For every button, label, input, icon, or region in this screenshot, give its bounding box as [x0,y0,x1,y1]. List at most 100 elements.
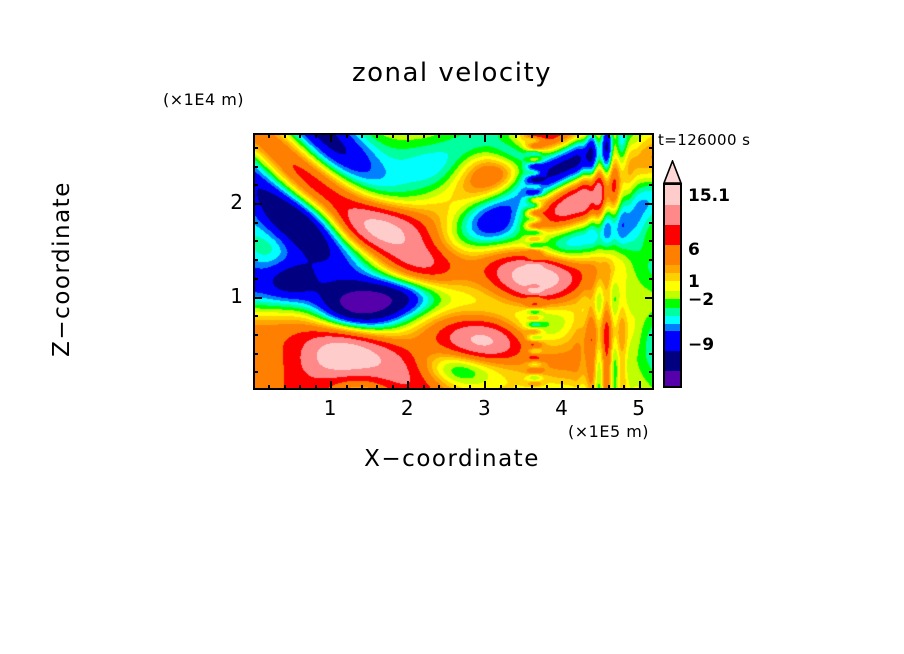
x-axis-minor-tick [453,385,456,390]
x-axis-tick-label: 3 [477,396,491,420]
y-axis-minor-tick [253,147,258,150]
y-axis-unit-label: (×1E4 m) [163,90,245,109]
y-axis-minor-tick [253,371,258,374]
x-axis-minor-tick [360,133,363,138]
x-axis-tick-label: 5 [632,396,645,420]
y-axis-major-tick [253,296,262,299]
x-axis-minor-tick [299,133,302,138]
colorbar-arrow-icon [662,160,683,184]
colorbar-band [665,265,680,273]
x-axis-unit-label: (×1E5 m) [568,422,650,441]
x-axis-minor-tick [623,385,626,390]
y-axis-minor-tick [253,315,258,318]
x-axis-minor-tick [422,385,425,390]
x-axis-minor-tick [283,385,286,390]
x-axis-minor-tick [422,133,425,138]
x-axis-minor-tick [468,133,471,138]
colorbar-tick-label: 15.1 [688,186,730,206]
x-axis-minor-tick [438,133,441,138]
x-axis-minor-tick [453,133,456,138]
x-axis-minor-tick [391,385,394,390]
y-axis-minor-tick [649,165,654,168]
x-axis-minor-tick [345,133,348,138]
colorbar-band [665,387,680,388]
colorbar-band [665,371,680,386]
y-axis-title: Z−coordinate [49,181,75,357]
x-axis-minor-tick [299,385,302,390]
colorbar-band [665,331,680,351]
x-axis-minor-tick [515,133,518,138]
x-axis-minor-tick [499,133,502,138]
y-axis-minor-tick [253,165,258,168]
x-axis-minor-tick [268,133,271,138]
y-axis-minor-tick [649,147,654,150]
x-axis-minor-tick [515,385,518,390]
x-axis-minor-tick [283,133,286,138]
y-axis-tick-label: 1 [230,283,243,308]
x-axis-title: X−coordinate [364,446,540,472]
x-axis-major-tick [330,133,333,142]
colorbar-band [665,351,680,371]
x-axis-minor-tick [623,133,626,138]
y-axis-major-tick [645,296,654,299]
x-axis-tick-label: 1 [323,396,337,420]
colorbar-band [665,273,680,281]
y-axis-minor-tick [253,240,258,243]
x-axis-minor-tick [592,133,595,138]
y-axis-minor-tick [253,352,258,355]
y-axis-minor-tick [649,221,654,224]
x-axis-major-tick [330,381,333,390]
x-axis-tick-label: 2 [400,396,414,420]
x-axis-minor-tick [546,385,549,390]
x-axis-minor-tick [576,133,579,138]
x-axis-major-tick [561,381,564,390]
x-axis-major-tick [407,381,410,390]
colorbar-tick-label: 6 [688,240,700,260]
x-axis-minor-tick [607,385,610,390]
colorbar-band [665,205,680,225]
x-axis-minor-tick [391,133,394,138]
colorbar-tick-label: 1 [688,272,700,292]
x-axis-minor-tick [546,133,549,138]
x-axis-minor-tick [499,385,502,390]
colorbar-band [665,316,680,324]
y-axis-minor-tick [649,371,654,374]
y-axis-minor-tick [253,277,258,280]
y-axis-minor-tick [253,184,258,187]
colorbar-band [665,324,680,331]
colorbar [663,183,682,388]
x-axis-minor-tick [314,385,317,390]
colorbar-tick-label: −9 [688,335,715,355]
y-axis-minor-tick [253,221,258,224]
x-axis-minor-tick [576,385,579,390]
colorbar-band [665,308,680,316]
colorbar-band [665,185,680,205]
x-axis-minor-tick [607,133,610,138]
x-axis-minor-tick [592,385,595,390]
y-axis-minor-tick [649,315,654,318]
x-axis-minor-tick [314,133,317,138]
y-axis-major-tick [253,203,262,206]
colorbar-band [665,245,680,265]
colorbar-band [665,281,680,291]
y-axis-minor-tick [649,352,654,355]
colorbar-band [665,225,680,245]
y-axis-minor-tick [649,240,654,243]
x-axis-minor-tick [376,133,379,138]
y-axis-minor-tick [649,333,654,336]
x-axis-tick-label: 4 [555,396,568,420]
y-axis-minor-tick [649,277,654,280]
page-title: zonal velocity [351,58,553,88]
y-axis-minor-tick [649,259,654,262]
x-axis-minor-tick [530,385,533,390]
contour-field-canvas [255,135,652,388]
colorbar-band [665,291,680,299]
x-axis-minor-tick [468,385,471,390]
x-axis-major-tick [638,381,641,390]
x-axis-major-tick [561,133,564,142]
y-axis-tick-label: 2 [230,190,243,215]
x-axis-minor-tick [268,385,271,390]
x-axis-minor-tick [530,133,533,138]
colorbar-band [665,299,680,308]
colorbar-tick-label: −2 [688,290,715,310]
